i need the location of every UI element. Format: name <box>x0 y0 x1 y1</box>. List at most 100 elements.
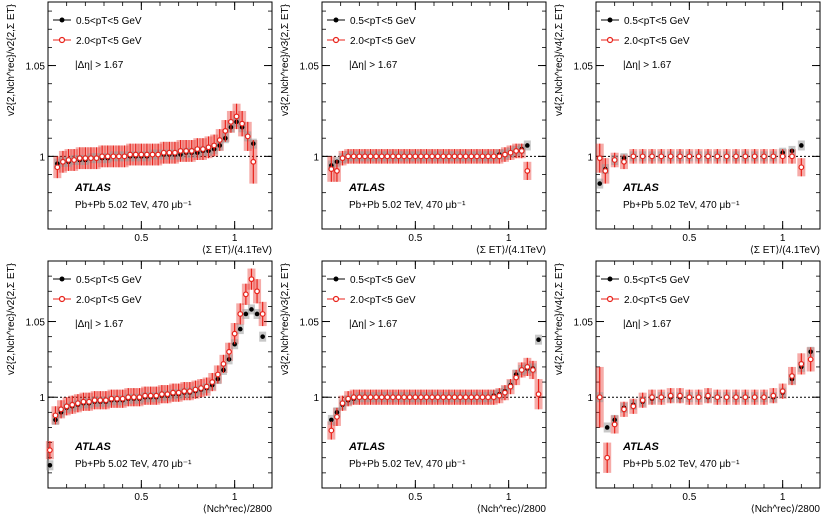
red-point <box>604 454 611 461</box>
red-point <box>457 394 464 401</box>
black-point <box>260 334 265 339</box>
red-point <box>649 153 655 160</box>
red-point <box>630 153 637 160</box>
red-point <box>194 146 201 152</box>
red-point <box>686 153 693 160</box>
red-point <box>723 394 730 401</box>
red-point <box>192 386 199 393</box>
red-point <box>446 394 452 401</box>
red-point <box>244 133 251 140</box>
red-point <box>209 379 216 385</box>
red-point <box>231 330 238 337</box>
red-point <box>507 149 514 156</box>
red-point <box>378 394 385 401</box>
legend-marker-black <box>59 276 65 282</box>
red-point <box>395 394 402 401</box>
red-point <box>468 394 475 401</box>
red-point <box>479 394 486 401</box>
red-point <box>479 153 486 160</box>
red-point <box>513 374 520 381</box>
red-point <box>518 367 525 373</box>
legend: 0.5<pT<5 GeV 2.0<pT<5 GeV <box>327 275 416 306</box>
red-point <box>144 151 150 158</box>
red-point <box>69 401 76 408</box>
red-point <box>751 153 758 160</box>
red-point <box>88 155 94 162</box>
red-point <box>175 389 182 396</box>
red-point <box>667 153 674 160</box>
red-point <box>490 153 497 160</box>
red-point <box>198 385 204 392</box>
red-point <box>649 394 655 401</box>
red-point <box>63 403 70 410</box>
red-point <box>462 153 469 160</box>
x-tick-label: 1 <box>780 492 786 503</box>
red-point <box>80 398 87 405</box>
legend-marker-red <box>606 36 614 44</box>
legend-marker-black <box>607 276 613 282</box>
red-point <box>74 400 81 407</box>
red-point <box>406 153 413 160</box>
x-axis-label: ⟨Σ ET⟩/(4.1TeV) <box>476 245 546 256</box>
x-tick-label: 0.5 <box>408 233 422 244</box>
red-point <box>686 394 693 401</box>
red-point <box>789 153 795 160</box>
red-point <box>356 153 363 160</box>
red-point <box>524 167 531 174</box>
red-point <box>130 394 137 401</box>
red-point <box>468 153 475 160</box>
red-point <box>474 153 480 160</box>
red-point <box>97 397 104 404</box>
red-point <box>630 403 637 410</box>
panel-p6: 0.5 1 1 1.05 ⟨Nch^rec⟩/2800 v4{2,Nch^rec}/v4{… <box>554 260 821 515</box>
red-point <box>742 153 749 160</box>
red-point <box>71 157 78 163</box>
y-tick-label: 1.05 <box>574 62 594 73</box>
y-tick-label: 1 <box>313 152 319 163</box>
red-point <box>52 412 59 419</box>
red-point <box>186 388 193 395</box>
red-point <box>742 394 749 401</box>
legend-label-red: 2.0<pT<5 GeV <box>624 295 690 306</box>
legend: 0.5<pT<5 GeV 2.0<pT<5 GeV <box>601 275 690 306</box>
legend-marker-red <box>58 295 66 303</box>
legend-marker-red <box>332 36 340 44</box>
legend-label-black: 0.5<pT<5 GeV <box>350 16 416 27</box>
red-point <box>181 388 188 395</box>
legend-label-black: 0.5<pT<5 GeV <box>624 275 690 286</box>
atlas-label: ATLAS <box>74 441 112 453</box>
red-point <box>695 153 702 160</box>
red-point <box>60 158 66 165</box>
red-point <box>705 153 711 160</box>
red-point <box>807 356 814 363</box>
legend: 0.5<pT<5 GeV 2.0<pT<5 GeV <box>601 16 690 47</box>
red-point <box>451 394 458 401</box>
red-point <box>434 394 441 401</box>
legend-label-black: 0.5<pT<5 GeV <box>624 16 690 27</box>
x-tick-label: 0.5 <box>408 492 422 503</box>
x-tick-label: 0.5 <box>134 233 148 244</box>
x-axis-label: ⟨Nch^rec⟩/2800 <box>477 504 547 515</box>
red-point <box>462 394 469 401</box>
panel-p5: 0.5 1 1 1.05 ⟨Nch^rec⟩/2800 v3{2,Nch^rec}/v3{… <box>280 260 547 515</box>
red-point <box>596 394 603 401</box>
red-point <box>384 394 391 401</box>
y-axis-label: v3{2,Nch^rec}/v3{2,Σ ET} <box>280 3 291 116</box>
eta-cut-label: |Δη| > 1.67 <box>623 319 672 330</box>
y-axis-label: v3{2,Nch^rec}/v3{2,Σ ET} <box>280 262 291 375</box>
red-point <box>485 394 492 401</box>
red-point <box>211 142 218 149</box>
red-point <box>770 392 777 399</box>
red-point <box>153 392 160 399</box>
red-point <box>395 153 402 160</box>
red-point <box>384 153 391 160</box>
red-point <box>114 395 120 402</box>
red-point <box>440 394 447 401</box>
red-point <box>248 276 255 283</box>
red-point <box>203 383 210 390</box>
red-point <box>621 158 627 165</box>
red-point <box>328 166 335 172</box>
red-point <box>714 394 721 401</box>
x-axis-label: ⟨Σ ET⟩/(4.1TeV) <box>750 245 820 256</box>
